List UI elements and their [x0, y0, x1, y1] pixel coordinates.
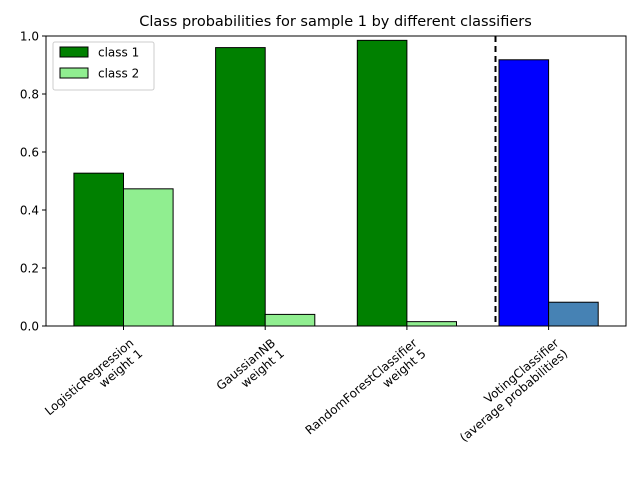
bar-1-4: [498, 59, 550, 327]
bar-1-3: [356, 39, 408, 327]
legend-swatch-2: [59, 67, 89, 79]
bars-group: [73, 39, 599, 327]
y-tick-label: 0.8: [20, 87, 39, 101]
legend-label-1: class 1: [98, 46, 139, 60]
y-tick-label: 0.4: [20, 203, 39, 217]
y-tick-label: 0.0: [20, 319, 39, 333]
legend: class 1 class 2: [52, 41, 155, 91]
bar-2-2: [264, 313, 316, 327]
bar-2-4: [548, 301, 599, 327]
bar-1-1: [73, 172, 124, 327]
bar-2-1: [123, 188, 174, 327]
bar-1-2: [215, 47, 266, 327]
plot-frame: [45, 35, 627, 327]
legend-label-2: class 2: [98, 67, 139, 81]
chart-title: Class probabilities for sample 1 by diff…: [139, 14, 532, 30]
y-tick-label: 0.2: [20, 261, 39, 275]
bar-2-3: [406, 321, 457, 327]
y-tick-label: 0.6: [20, 145, 39, 159]
y-tick-label: 1.0: [20, 29, 39, 43]
legend-swatch-1: [59, 46, 89, 58]
